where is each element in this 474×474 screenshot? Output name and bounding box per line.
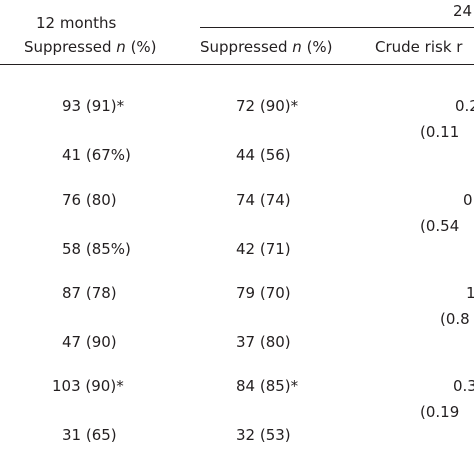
row3-12m: 76 (80): [62, 191, 117, 209]
header-bottom-rule: [0, 64, 474, 65]
row1-12m: 93 (91)*: [62, 97, 125, 115]
row6-12m: 47 (90): [62, 333, 117, 351]
row5-ci: (0.8: [440, 310, 470, 328]
row5-24m: 79 (70): [236, 284, 291, 302]
row4-12m: 58 (85%): [62, 240, 131, 258]
row7-crude: 0.3: [453, 377, 474, 395]
row1-ci: (0.11: [420, 123, 460, 141]
row7-12m: 103 (90)*: [52, 377, 124, 395]
row3-crude: 0: [463, 191, 473, 209]
header-suppressed-24: Suppressed n (%): [200, 38, 333, 56]
header-12-months: 12 months: [36, 14, 117, 32]
row1-24m: 72 (90)*: [236, 97, 299, 115]
row6-24m: 37 (80): [236, 333, 291, 351]
row7-24m: 84 (85)*: [236, 377, 299, 395]
row5-12m: 87 (78): [62, 284, 117, 302]
row3-24m: 74 (74): [236, 191, 291, 209]
row3-ci: (0.54: [420, 217, 460, 235]
row5-crude: 1: [466, 284, 474, 302]
row7-ci: (0.19: [420, 403, 460, 421]
row1-crude: 0.2: [455, 97, 474, 115]
row8-12m: 31 (65): [62, 426, 117, 444]
header-24-months: 24: [453, 2, 473, 20]
header-suppressed-12: Suppressed n (%): [24, 38, 157, 56]
row8-24m: 32 (53): [236, 426, 291, 444]
row4-24m: 42 (71): [236, 240, 291, 258]
row2-24m: 44 (56): [236, 146, 291, 164]
header-24-underline: [200, 27, 474, 28]
header-crude-risk: Crude risk r: [375, 38, 463, 56]
row2-12m: 41 (67%): [62, 146, 131, 164]
